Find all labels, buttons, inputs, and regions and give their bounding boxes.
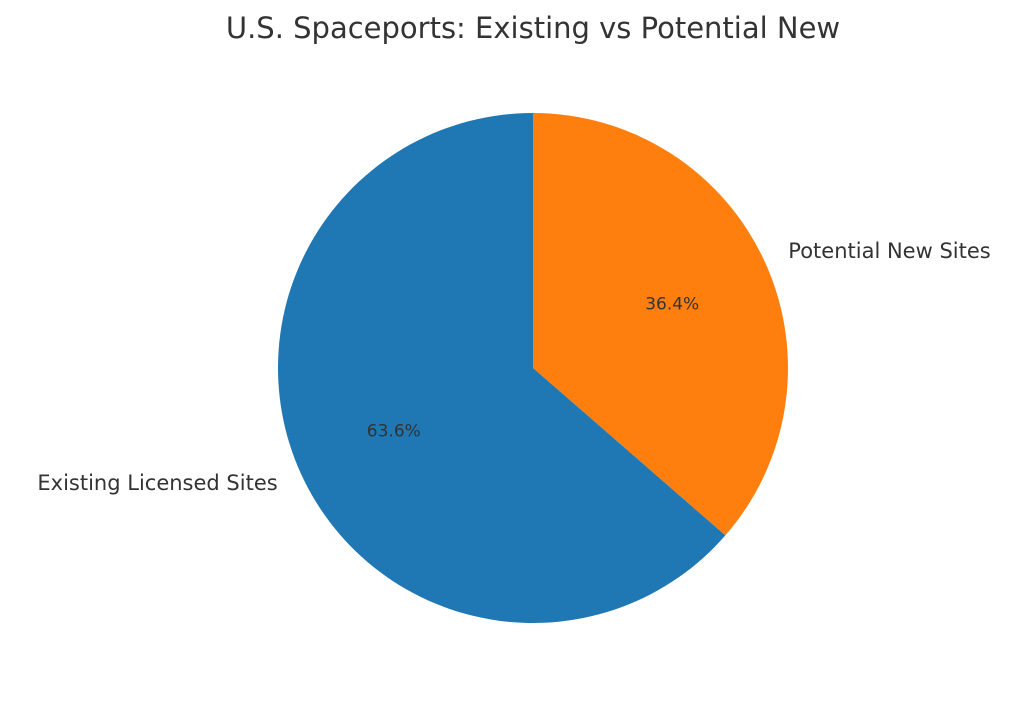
- pie-labels: 36.4% Potential New Sites 63.6% Existing Li…: [37, 239, 990, 495]
- slice-label-existing-licensed-sites: Existing Licensed Sites: [37, 471, 277, 495]
- pct-label-potential-new-sites: 36.4%: [645, 295, 699, 315]
- chart-title: U.S. Spaceports: Existing vs Potential N…: [226, 11, 840, 45]
- slice-label-potential-new-sites: Potential New Sites: [788, 239, 990, 263]
- pct-label-existing-licensed-sites: 63.6%: [367, 421, 421, 441]
- pie-slices: [277, 113, 788, 623]
- pie-slice-existing-licensed-sites: [277, 113, 726, 623]
- pie-slice-potential-new-sites: [533, 113, 788, 536]
